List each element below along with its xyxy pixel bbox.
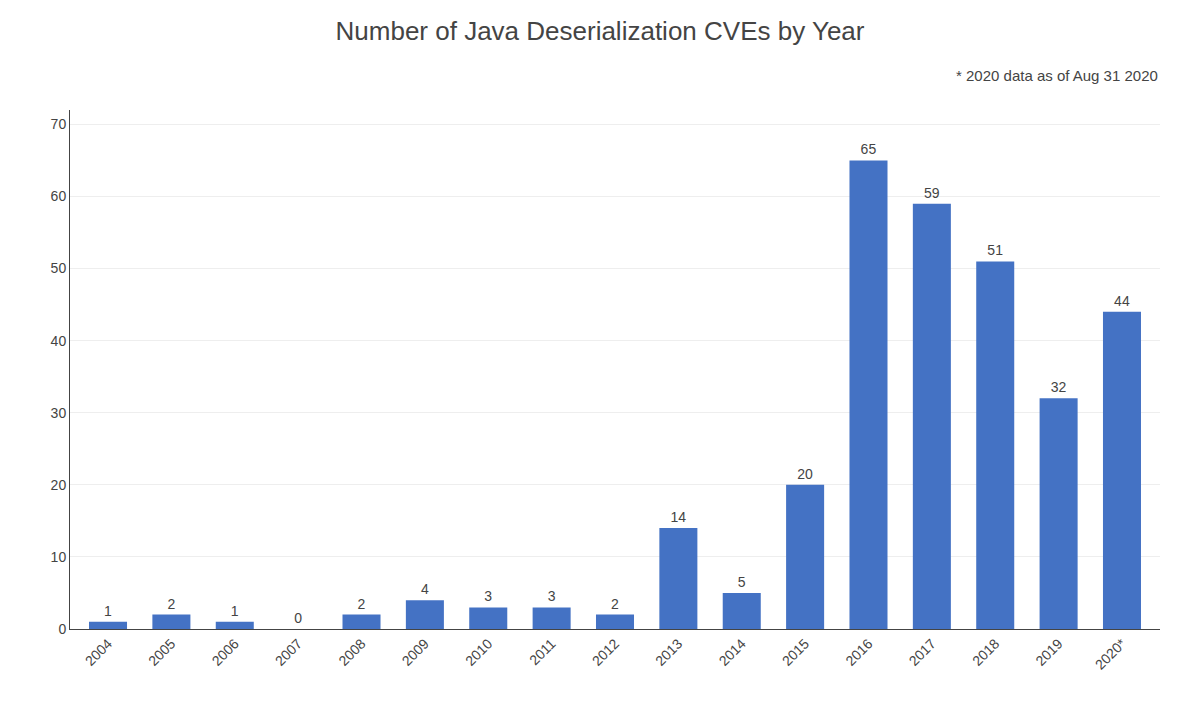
svg-text:10: 10 bbox=[51, 549, 67, 565]
svg-text:2019: 2019 bbox=[1032, 635, 1065, 668]
svg-text:20: 20 bbox=[51, 477, 67, 493]
svg-text:60: 60 bbox=[51, 188, 67, 204]
svg-text:14: 14 bbox=[670, 509, 686, 525]
svg-text:2008: 2008 bbox=[335, 635, 368, 668]
svg-text:2009: 2009 bbox=[399, 635, 432, 668]
svg-text:2: 2 bbox=[358, 596, 366, 612]
svg-text:44: 44 bbox=[1114, 293, 1130, 309]
svg-text:5: 5 bbox=[738, 574, 746, 590]
svg-text:2018: 2018 bbox=[969, 635, 1002, 668]
svg-text:3: 3 bbox=[484, 588, 492, 604]
svg-text:30: 30 bbox=[51, 405, 67, 421]
svg-text:2017: 2017 bbox=[906, 635, 939, 668]
svg-text:0: 0 bbox=[58, 621, 66, 637]
svg-text:2010: 2010 bbox=[462, 635, 495, 668]
svg-text:2: 2 bbox=[611, 596, 619, 612]
svg-text:2004: 2004 bbox=[82, 635, 115, 668]
svg-text:65: 65 bbox=[861, 141, 877, 157]
svg-text:2012: 2012 bbox=[589, 635, 622, 668]
svg-text:* 2020 data as of Aug 31 2020: * 2020 data as of Aug 31 2020 bbox=[956, 67, 1158, 84]
svg-text:2007: 2007 bbox=[272, 635, 305, 668]
svg-text:2: 2 bbox=[167, 596, 175, 612]
svg-text:Number of Java Deserialization: Number of Java Deserialization CVEs by Y… bbox=[336, 16, 865, 46]
svg-text:70: 70 bbox=[51, 116, 67, 132]
svg-text:2016: 2016 bbox=[842, 635, 875, 668]
svg-text:2006: 2006 bbox=[208, 635, 241, 668]
svg-text:2013: 2013 bbox=[652, 635, 685, 668]
svg-text:3: 3 bbox=[548, 588, 556, 604]
svg-text:2011: 2011 bbox=[526, 635, 559, 668]
svg-text:1: 1 bbox=[231, 603, 239, 619]
svg-text:2014: 2014 bbox=[715, 635, 748, 668]
svg-text:20: 20 bbox=[797, 466, 813, 482]
svg-text:2005: 2005 bbox=[145, 635, 178, 668]
svg-text:40: 40 bbox=[51, 333, 67, 349]
svg-text:1: 1 bbox=[104, 603, 112, 619]
svg-text:59: 59 bbox=[924, 185, 940, 201]
svg-text:51: 51 bbox=[987, 242, 1003, 258]
svg-text:2015: 2015 bbox=[779, 635, 812, 668]
svg-text:32: 32 bbox=[1051, 379, 1067, 395]
svg-text:4: 4 bbox=[421, 581, 429, 597]
svg-text:0: 0 bbox=[294, 610, 302, 626]
svg-text:2020*: 2020* bbox=[1092, 635, 1130, 673]
svg-text:50: 50 bbox=[51, 260, 67, 276]
